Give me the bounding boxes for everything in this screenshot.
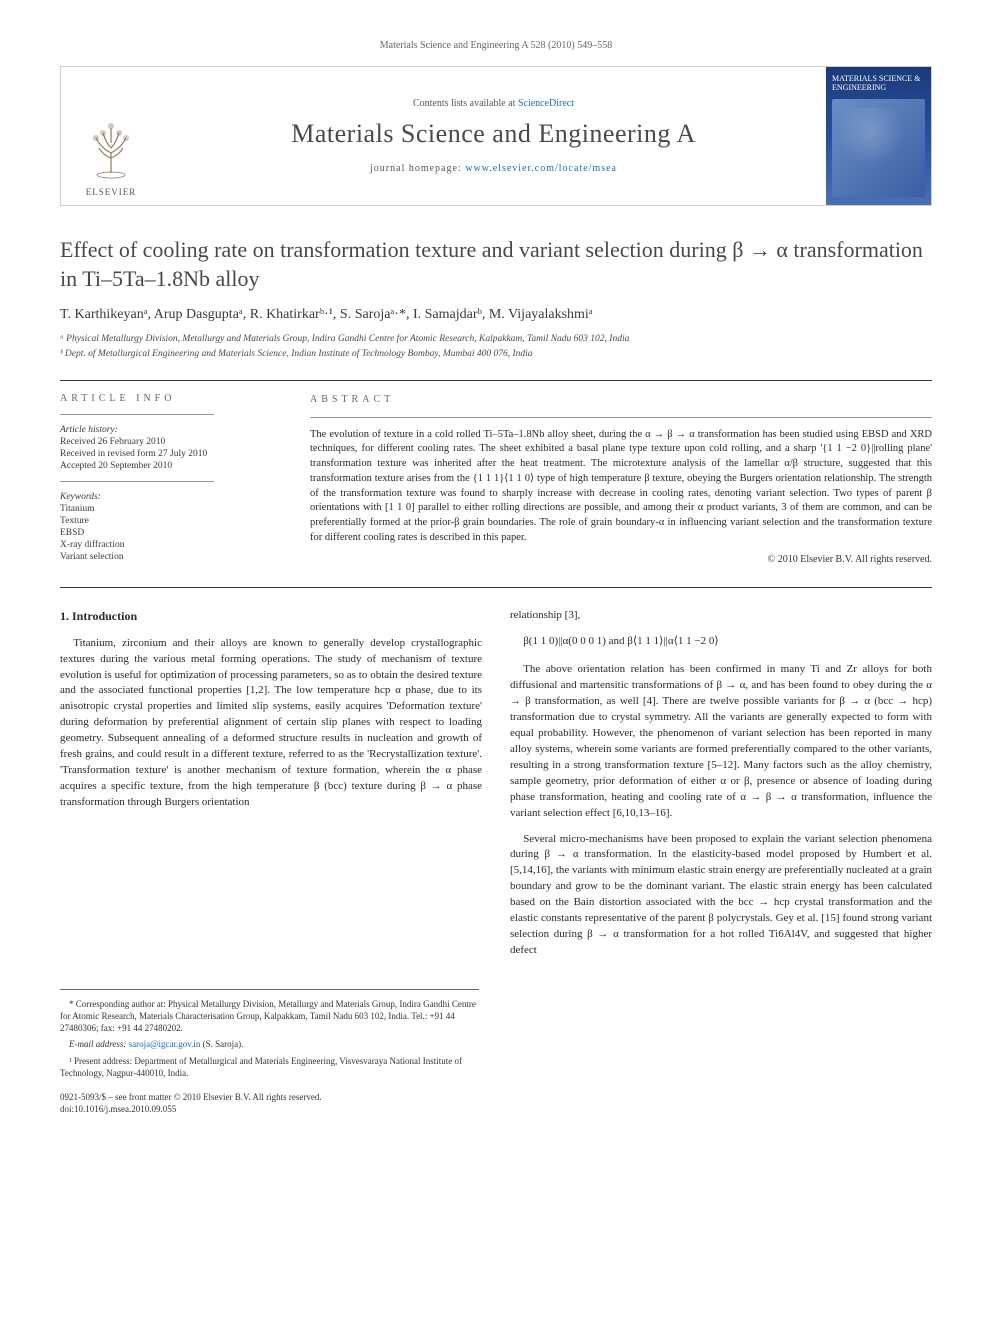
keywords-label: Keywords: — [60, 492, 280, 502]
keyword: Variant selection — [60, 552, 280, 562]
left-column: 1. Introduction Titanium, zirconium and … — [60, 608, 482, 969]
received-date: Received 26 February 2010 — [60, 437, 280, 447]
intro-para-3: Several micro-mechanisms have been propo… — [510, 832, 932, 960]
keyword: Titanium — [60, 504, 280, 514]
email-suffix: (S. Saroja). — [200, 1039, 243, 1049]
relationship-lead: relationship [3], — [510, 608, 932, 624]
journal-name: Materials Science and Engineering A — [291, 119, 695, 149]
publisher-name: ELSEVIER — [86, 187, 137, 197]
abstract-copyright: © 2010 Elsevier B.V. All rights reserved… — [310, 553, 932, 567]
sciencedirect-link[interactable]: ScienceDirect — [518, 98, 574, 109]
abstract-body: The evolution of texture in a cold rolle… — [310, 428, 932, 546]
affiliation-b: ᵇ Dept. of Metallurgical Engineering and… — [60, 348, 932, 361]
homepage-line: journal homepage: www.elsevier.com/locat… — [370, 163, 617, 174]
journal-cover: MATERIALS SCIENCE & ENGINEERING — [826, 67, 931, 205]
publisher-block: ELSEVIER — [61, 67, 161, 205]
revised-date: Received in revised form 27 July 2010 — [60, 449, 280, 459]
cover-image — [832, 99, 925, 197]
email-label: E-mail address: — [69, 1039, 129, 1049]
intro-para-1: Titanium, zirconium and their alloys are… — [60, 636, 482, 811]
section-1-heading: 1. Introduction — [60, 608, 482, 625]
present-address-note: ¹ Present address: Department of Metallu… — [60, 1055, 479, 1079]
affiliations: ᵃ Physical Metallurgy Division, Metallur… — [60, 333, 932, 362]
contents-line: Contents lists available at ScienceDirec… — [413, 98, 574, 109]
abstract: abstract The evolution of texture in a c… — [310, 393, 932, 568]
page-footer: 0921-5093/$ – see front matter © 2010 El… — [60, 1091, 932, 1115]
article-title: Effect of cooling rate on transformation… — [60, 236, 932, 293]
homepage-prefix: journal homepage: — [370, 163, 465, 174]
contents-prefix: Contents lists available at — [413, 98, 518, 109]
elsevier-tree-icon — [81, 113, 141, 183]
footnotes: * Corresponding author at: Physical Meta… — [60, 989, 479, 1079]
masthead-center: Contents lists available at ScienceDirec… — [161, 67, 826, 205]
article-info-label: article info — [60, 393, 280, 404]
keyword: EBSD — [60, 528, 280, 538]
keyword: X-ray diffraction — [60, 540, 280, 550]
history-label: Article history: — [60, 425, 280, 435]
homepage-link[interactable]: www.elsevier.com/locate/msea — [465, 163, 617, 174]
intro-para-2: The above orientation relation has been … — [510, 662, 932, 821]
accepted-date: Accepted 20 September 2010 — [60, 461, 280, 471]
keyword: Texture — [60, 516, 280, 526]
article-info: article info Article history: Received 2… — [60, 393, 280, 568]
author-email-link[interactable]: saroja@igcar.gov.in — [129, 1039, 201, 1049]
running-header: Materials Science and Engineering A 528 … — [60, 40, 932, 51]
burgers-relation: β(1 1 0)||α(0 0 0 1) and β⟨1 1 1⟩||α⟨1 1… — [510, 634, 932, 650]
doi-line: doi:10.1016/j.msea.2010.09.055 — [60, 1103, 932, 1115]
abstract-label: abstract — [310, 393, 932, 407]
affiliation-a: ᵃ Physical Metallurgy Division, Metallur… — [60, 333, 932, 346]
front-matter-line: 0921-5093/$ – see front matter © 2010 El… — [60, 1091, 932, 1103]
right-column: relationship [3], β(1 1 0)||α(0 0 0 1) a… — [510, 608, 932, 969]
cover-title: MATERIALS SCIENCE & ENGINEERING — [832, 75, 925, 93]
corresponding-author-note: * Corresponding author at: Physical Meta… — [60, 998, 479, 1034]
body-columns: 1. Introduction Titanium, zirconium and … — [60, 608, 932, 969]
journal-masthead: ELSEVIER Contents lists available at Sci… — [60, 66, 932, 206]
author-list: T. Karthikeyanᵃ, Arup Dasguptaᵃ, R. Khat… — [60, 307, 932, 323]
email-line: E-mail address: saroja@igcar.gov.in (S. … — [60, 1038, 479, 1050]
